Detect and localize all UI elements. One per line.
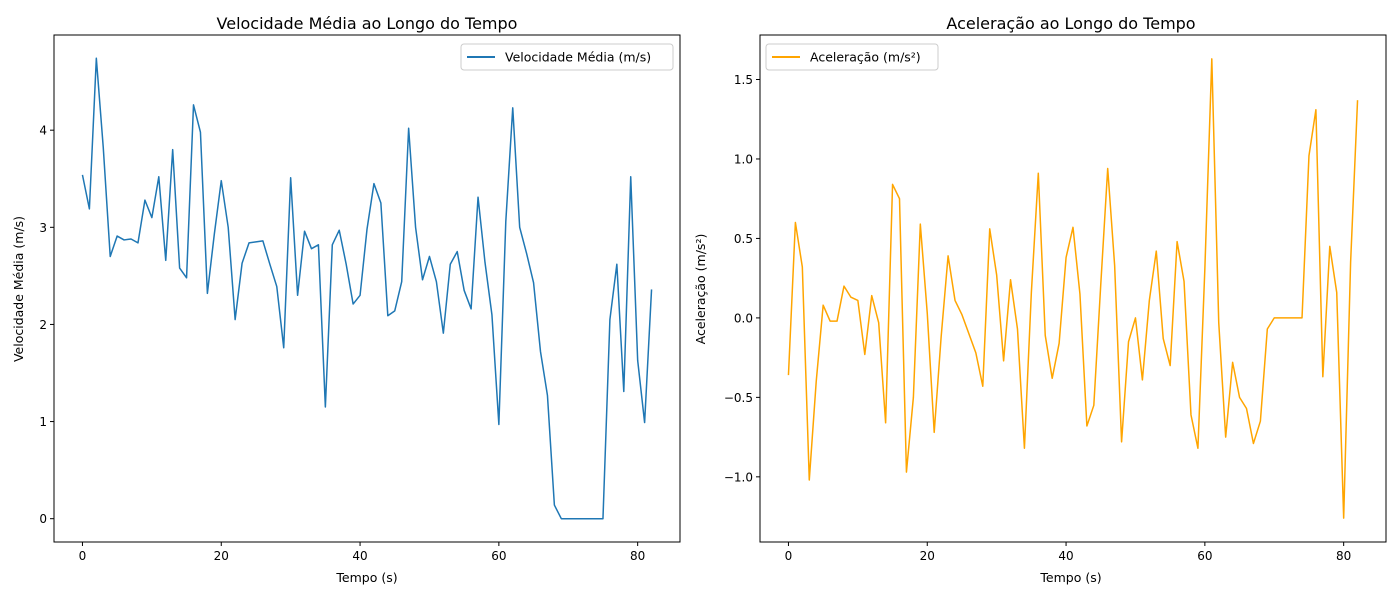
acceleration-x-tick-label: 20	[920, 549, 935, 563]
acceleration-axes-frame	[759, 34, 1387, 543]
velocity-y-tick-label: 2	[39, 318, 47, 332]
velocity-y-tick-label: 0	[39, 512, 47, 526]
acceleration-y-axis-label: Aceleração (m/s²)	[693, 234, 708, 345]
velocity-legend-label: Velocidade Média (m/s)	[505, 50, 651, 65]
acceleration-y-tick-label: −1.0	[724, 470, 753, 484]
velocity-y-axis-label: Velocidade Média (m/s)	[11, 216, 26, 362]
acceleration-legend-label: Aceleração (m/s²)	[810, 50, 921, 65]
velocity-x-axis-label: Tempo (s)	[335, 570, 397, 585]
velocity-axes-frame	[53, 34, 681, 543]
acceleration-y-tick-label: 0.5	[734, 232, 753, 246]
acceleration-y-tick-label: 1.0	[734, 152, 753, 166]
acceleration-x-tick-label: 0	[785, 549, 793, 563]
velocity-x-tick-label: 0	[79, 549, 87, 563]
velocity-chart: 0 20 40 60 80 0 1 2 3 4 Velocidade Média ao Longo…	[11, 14, 681, 585]
acceleration-legend: Aceleração (m/s²)	[765, 43, 939, 71]
velocity-x-tick-label: 60	[491, 549, 506, 563]
acceleration-series-line	[787, 58, 1359, 519]
velocity-legend: Velocidade Média (m/s)	[460, 43, 674, 71]
acceleration-ticks: 0 20 40 60 80 −1.0 −0.5 0.0 0.5 1.0 1.5	[724, 73, 1351, 563]
velocity-x-tick-label: 80	[630, 549, 645, 563]
acceleration-x-axis-label: Tempo (s)	[1039, 570, 1101, 585]
velocity-y-tick-label: 4	[39, 124, 47, 138]
acceleration-chart-title: Aceleração ao Longo do Tempo	[946, 14, 1195, 33]
acceleration-x-tick-label: 40	[1058, 549, 1073, 563]
velocity-legend-box	[460, 43, 674, 71]
acceleration-y-tick-label: 0.0	[734, 311, 753, 325]
acceleration-chart: 0 20 40 60 80 −1.0 −0.5 0.0 0.5 1.0 1.5 Aceleração…	[693, 14, 1387, 585]
velocity-x-tick-label: 20	[214, 549, 229, 563]
acceleration-y-tick-label: −0.5	[724, 391, 753, 405]
velocity-chart-title: Velocidade Média ao Longo do Tempo	[217, 14, 518, 33]
velocity-y-tick-label: 3	[39, 221, 47, 235]
velocity-x-tick-label: 40	[352, 549, 367, 563]
velocity-y-tick-label: 1	[39, 415, 47, 429]
velocity-ticks: 0 20 40 60 80 0 1 2 3 4	[39, 124, 645, 563]
acceleration-legend-box	[765, 43, 939, 71]
acceleration-y-tick-label: 1.5	[734, 73, 753, 87]
acceleration-x-tick-label: 80	[1336, 549, 1351, 563]
velocity-series-line	[81, 57, 653, 520]
acceleration-x-tick-label: 60	[1197, 549, 1212, 563]
